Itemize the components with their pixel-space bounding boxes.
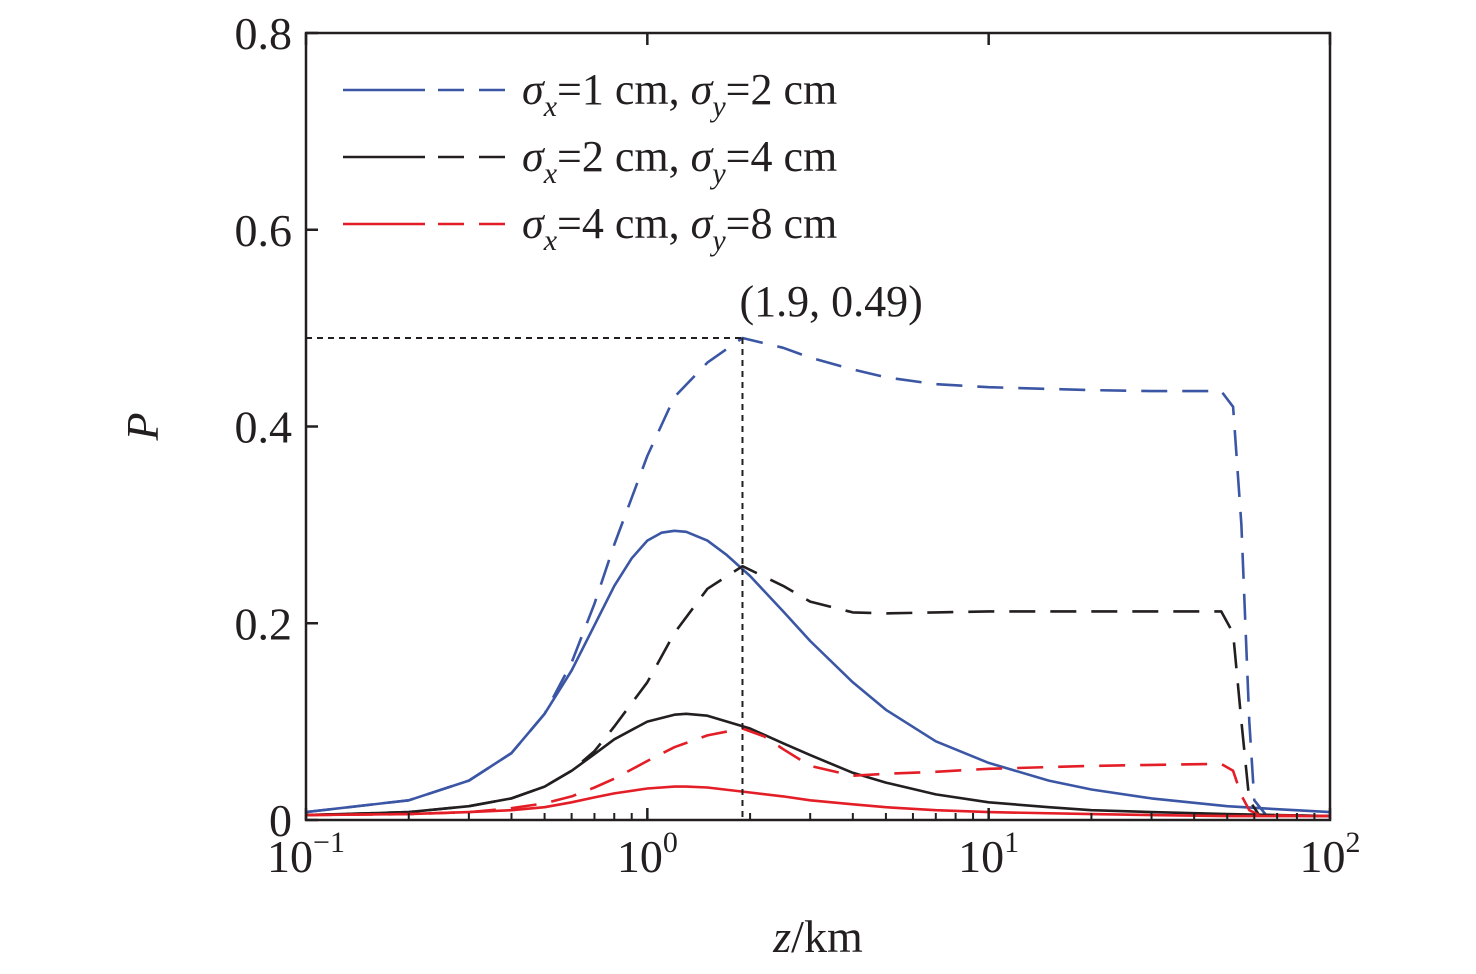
legend-entry-label: σx=2 cm, σy=4 cm [522,132,837,190]
y-tick-label: 0 [269,795,292,846]
y-axis-label: P [117,412,168,441]
series-line-4-dashed [305,564,1331,818]
x-axis-label-variable: z [772,911,791,962]
x-axis-label-unit: /km [791,911,863,962]
y-tick-label: 0.6 [235,205,293,256]
series-line-2-dashed [305,336,1331,818]
x-axis-label: z/km [772,911,863,962]
y-tick-label: 0.4 [235,402,293,453]
legend-entry-label: σx=4 cm, σy=8 cm [522,199,837,257]
x-tick-label: 10−1 [267,826,345,882]
legend-entry-label: σx=1 cm, σy=2 cm [522,65,837,123]
series-line-3-solid [305,712,1331,818]
x-tick-label: 101 [958,826,1019,882]
y-tick-label: 0.8 [235,8,293,59]
x-tick-label: 102 [1300,826,1361,882]
legend: σx=1 cm, σy=2 cm σx=2 cm, σy=4 cm σx=4 cm,… [343,65,837,257]
x-tick-label: 100 [617,826,678,882]
reference-lines [306,336,744,820]
series-line-6-dashed [305,727,1331,818]
axis-ticks: 0 0.2 0.4 0.6 0.8 10−1 100 101 102 [235,8,1361,882]
series-line-1-solid [305,529,1331,814]
peak-annotation: (1.9, 0.49) [739,277,922,326]
y-tick-label: 0.2 [235,598,293,649]
series-line-5-solid [305,785,1330,818]
series-layer [305,336,1331,818]
